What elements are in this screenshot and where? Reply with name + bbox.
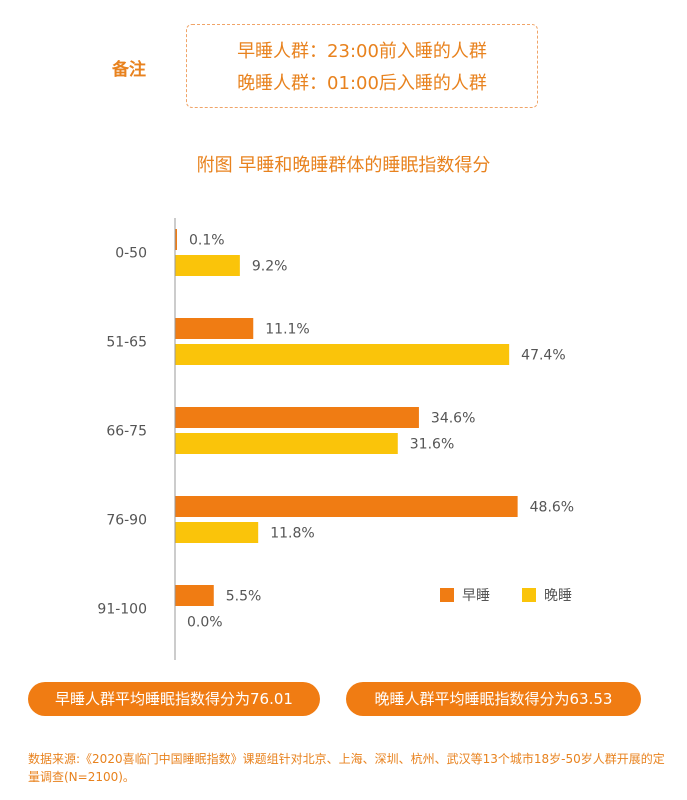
legend-label-early: 早睡: [462, 588, 490, 604]
data-label-late-91-100: 0.0%: [187, 615, 223, 631]
bar-early-66-75: [175, 407, 419, 428]
data-label-early-0-50: 0.1%: [189, 233, 225, 249]
note-line-late: 晚睡人群：01:00后入睡的人群: [237, 73, 487, 94]
bar-early-91-100: [175, 585, 214, 606]
note-box: 早睡人群：23:00前入睡的人群 晚睡人群：01:00后入睡的人群: [186, 24, 538, 108]
data-source-note: 数据来源:《2020喜临门中国睡眠指数》课题组针对北京、上海、深圳、杭州、武汉等…: [28, 752, 665, 784]
bar-late-76-90: [175, 522, 259, 543]
category-label-51-65: 51-65: [106, 335, 147, 351]
data-label-late-66-75: 31.6%: [410, 437, 454, 453]
category-label-91-100: 91-100: [97, 602, 147, 618]
early-sleeper-score-badge: 早睡人群平均睡眠指数得分为76.01: [28, 682, 320, 716]
category-label-66-75: 66-75: [106, 424, 147, 440]
bar-chart: 0.1% 9.2% 0-50 11.1% 47.4% 51-65 34.6% 31.6% 66-…: [97, 218, 574, 660]
late-sleeper-score-badge: 晚睡人群平均睡眠指数得分为63.53: [346, 682, 641, 716]
bar-early-51-65: [175, 318, 254, 339]
bar-early-0-50: [175, 229, 177, 250]
legend-label-late: 晚睡: [544, 588, 572, 604]
bar-late-51-65: [175, 344, 510, 365]
data-label-late-76-90: 11.8%: [270, 526, 314, 542]
data-label-late-0-50: 9.2%: [252, 259, 288, 275]
category-label-0-50: 0-50: [115, 246, 147, 262]
data-label-early-51-65: 11.1%: [265, 322, 309, 338]
bar-early-76-90: [175, 496, 518, 517]
data-label-early-66-75: 34.6%: [431, 411, 475, 427]
data-label-early-76-90: 48.6%: [530, 500, 574, 516]
note-label: 备注: [112, 60, 146, 80]
legend-swatch-early: [440, 588, 454, 602]
bar-late-66-75: [175, 433, 398, 454]
category-label-76-90: 76-90: [106, 513, 147, 529]
data-label-early-91-100: 5.5%: [226, 589, 262, 605]
bar-late-0-50: [175, 255, 240, 276]
legend-swatch-late: [522, 588, 536, 602]
note-line-early: 早睡人群：23:00前入睡的人群: [237, 41, 487, 62]
data-label-late-51-65: 47.4%: [521, 348, 565, 364]
chart-title: 附图 早睡和晚睡群体的睡眠指数得分: [196, 155, 491, 176]
